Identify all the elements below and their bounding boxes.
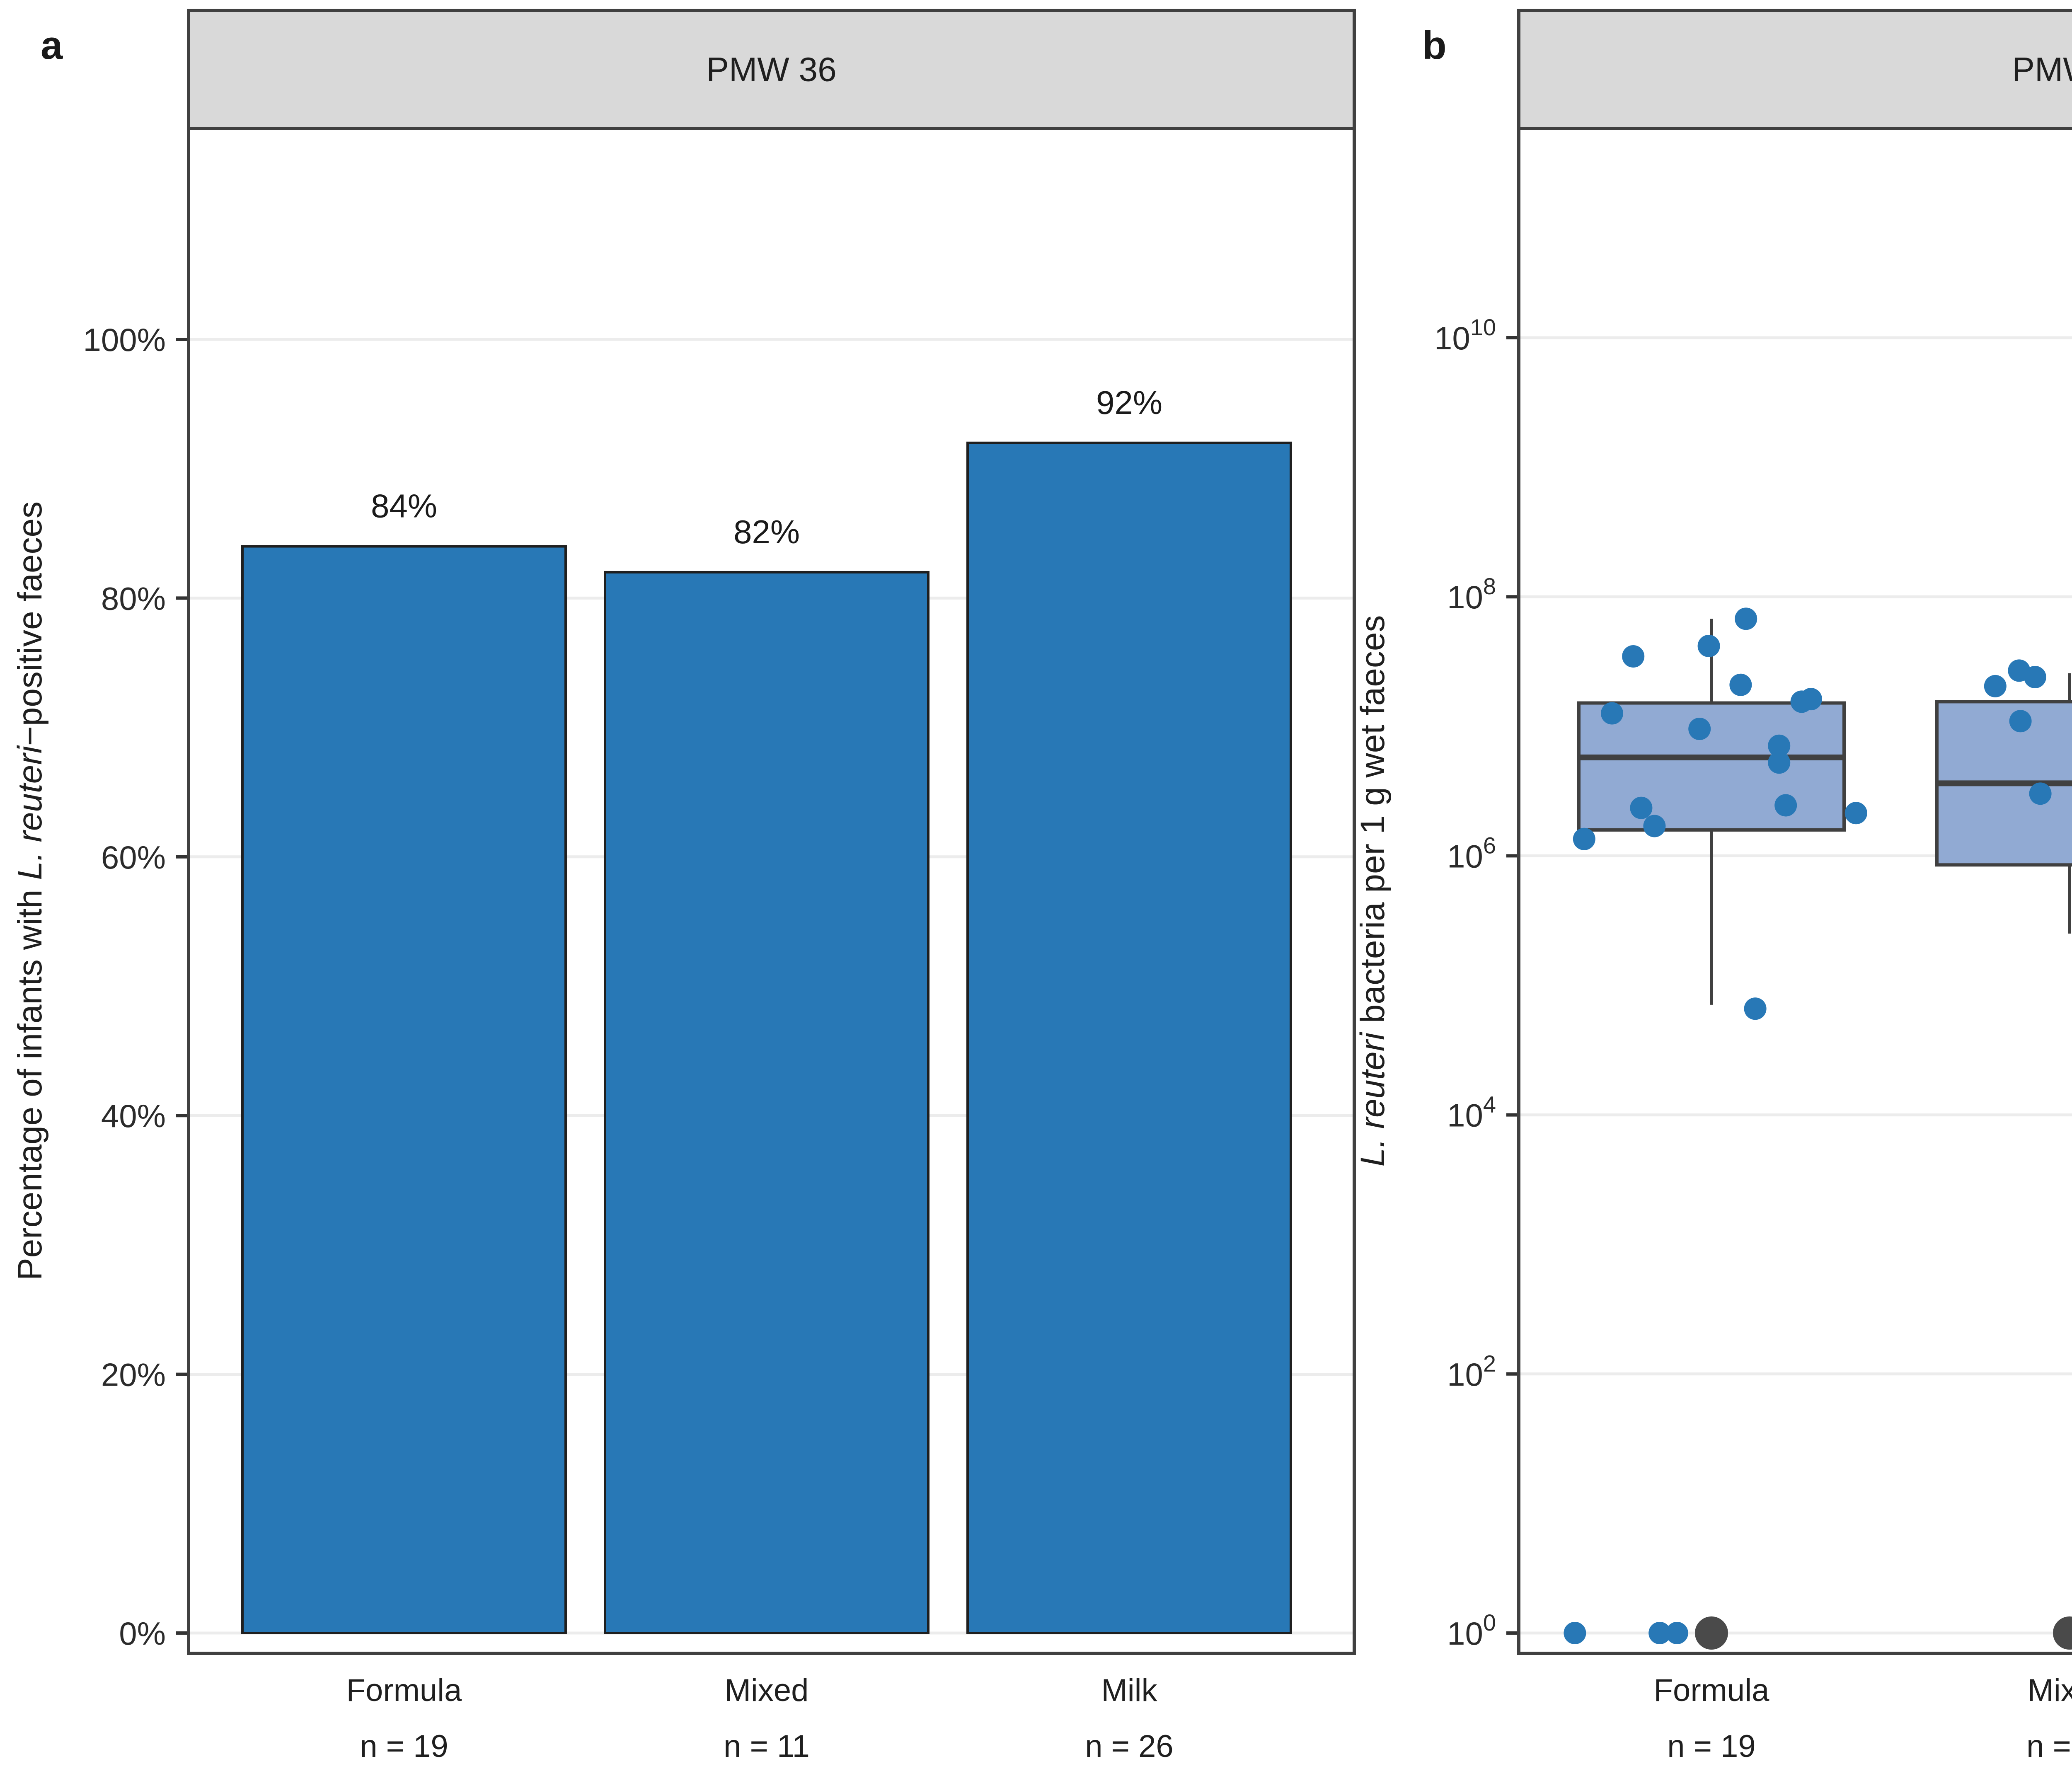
panel-b-y-tick-label: 1010 [1434,314,1496,356]
jitter-point-mixed [2029,782,2052,805]
zero-point-grey-mixed [2053,1616,2072,1650]
jitter-point-formula [1800,688,1822,711]
zero-point-blue-formula [1665,1622,1688,1644]
panel-b-y-tick-label: 104 [1447,1091,1496,1134]
jitter-point-mixed [2009,710,2032,733]
panel-b-x-sublabel: n = 19 [1667,1729,1755,1764]
bar-value-label: 82% [733,513,800,550]
jitter-point-formula [1643,815,1666,837]
panel-a-x-sublabel: n = 11 [724,1729,810,1764]
panel-b-y-tick-label: 100 [1447,1609,1496,1652]
panel-b-y-tick-label: 102 [1447,1350,1496,1393]
bar-formula [241,545,567,1634]
panel-b-letter: b [1422,23,1447,68]
panel-a-strip [187,9,1356,130]
jitter-point-formula [1729,673,1752,696]
jitter-point-formula [1630,796,1653,819]
panel-a-strip-title: PMW 36 [706,51,836,89]
panel-a-x-label: Mixed [725,1673,809,1708]
box-formula [1577,701,1846,832]
panel-b-x-sublabel: n = 11 [2026,1729,2072,1764]
panel-a-y-tick-label: 80% [101,580,166,617]
panel-b-strip-title: PMW 36 [2012,51,2072,89]
panel-a-border [187,127,1356,1655]
zero-point-blue-formula [1648,1622,1671,1644]
zero-point-grey-formula [1695,1616,1728,1650]
panel-a-x-sublabel: n = 19 [360,1729,448,1764]
panel-b-y-tick-label: 108 [1447,573,1496,615]
bar-value-label: 84% [371,488,437,525]
jitter-point-formula [1774,794,1797,817]
jitter-point-formula [1744,997,1767,1020]
bar-milk [966,441,1292,1634]
panel-b-y-tick-label: 106 [1447,832,1496,874]
bar-mixed [604,571,929,1634]
panel-a-letter: a [41,23,63,68]
panel-a-x-sublabel: n = 26 [1085,1729,1173,1764]
panel-b-strip [1517,9,2072,130]
bar-value-label: 92% [1096,384,1162,421]
panel-a-y-tick-label: 0% [119,1615,166,1652]
panel-b-border [1517,127,2072,1655]
jitter-point-formula [1601,702,1623,725]
panel-a-y-tick-label: 100% [83,322,166,358]
panel-a-y-tick-label: 40% [101,1098,166,1134]
jitter-point-mixed [2024,666,2046,689]
panel-b-x-label: Formula [1654,1673,1769,1708]
panel-a-x-label: Formula [346,1673,462,1708]
panel-a-y-tick-label: 60% [101,839,166,876]
panel-b-x-label: Mixed [2028,1673,2072,1708]
panel-b-y-axis-title: L. reuteri bacteria per 1 g wet faeces [1354,615,1392,1167]
jitter-point-formula [1735,607,1757,630]
jitter-point-mixed [1984,675,2007,697]
panel-a-y-axis-title: Percentage of infants with L. reuteri−po… [11,501,49,1280]
jitter-point-formula [1768,751,1791,774]
jitter-point-formula [1844,802,1867,825]
jitter-point-formula [1573,827,1595,850]
jitter-point-formula [1622,645,1645,668]
jitter-point-formula [1697,634,1720,657]
panel-a-x-label: Milk [1101,1673,1157,1708]
panel-a-y-tick-label: 20% [101,1357,166,1393]
zero-point-blue-formula [1564,1622,1586,1644]
jitter-point-formula [1768,734,1791,757]
jitter-point-formula [1688,718,1711,740]
